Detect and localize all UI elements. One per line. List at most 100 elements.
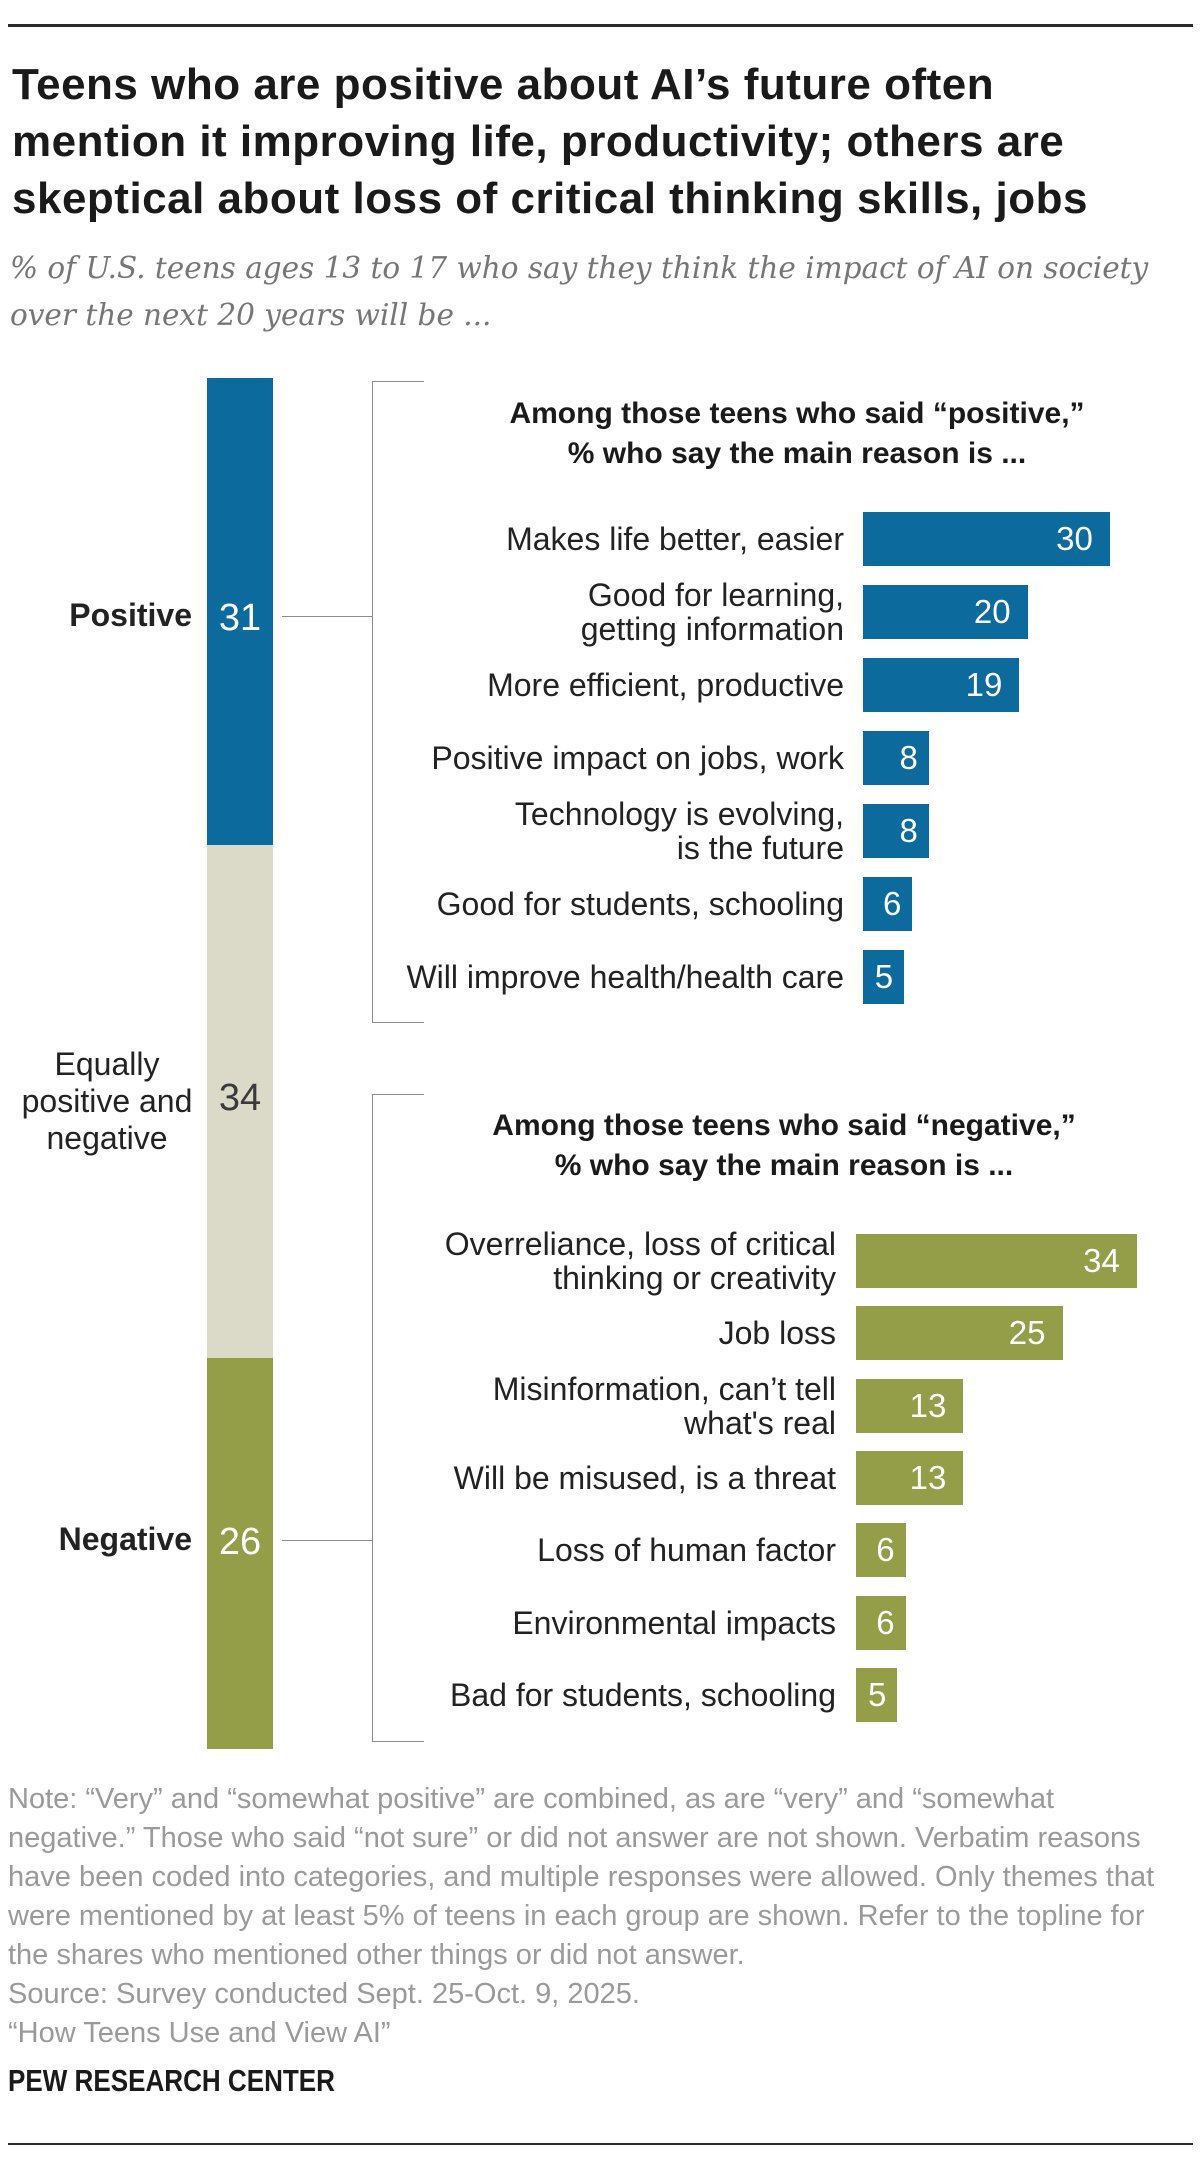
reason-bar-more-efficient-productive: 19 — [863, 658, 1020, 712]
bar-value-label: 5 — [867, 1675, 887, 1713]
chart-title-line-2: mention it improving life, productivity;… — [12, 117, 1065, 166]
reason-label-line: thinking or creativity — [553, 1260, 836, 1296]
bar-value-label: 5 — [874, 958, 894, 995]
reason-label-line: Good for students, schooling — [436, 886, 844, 922]
reason-bar-job-loss: 25 — [856, 1306, 1063, 1361]
reason-label: Job loss — [719, 1306, 836, 1360]
bar-value-label: 30 — [1056, 520, 1093, 557]
reason-label: Environmental impacts — [512, 1596, 836, 1650]
bracket-bottom-arm — [372, 1022, 424, 1023]
chart-subtitle-line-2: over the next 20 years will be ... — [10, 298, 492, 332]
reason-bar-technology-is-evolving-is-the-future: 8 — [863, 804, 929, 858]
note-line: have been coded into categories, and mul… — [8, 1861, 1155, 1893]
reason-bar-misinformation-can-t-tell-what-s-real: 13 — [856, 1378, 964, 1433]
reason-label-line: Loss of human factor — [537, 1532, 836, 1569]
reason-label-line: Overreliance, loss of critical — [444, 1226, 836, 1262]
top-rule — [8, 24, 1193, 27]
mini-chart-title-line: Among those teens who said “negative,” — [492, 1109, 1076, 1142]
reason-bar-makes-life-better-easier: 30 — [863, 512, 1110, 566]
reason-label-line: Misinformation, can’t tell — [492, 1370, 836, 1407]
reason-label-line: Technology is evolving, — [514, 796, 844, 832]
mini-chart-title-line: Among those teens who said “positive,” — [509, 397, 1085, 430]
reason-label-line: Will be misused, is a threat — [453, 1459, 836, 1496]
mini-chart-title: Among those teens who said “negative,” % … — [492, 1106, 1075, 1186]
reason-label: Will improve health/health care — [406, 950, 844, 1004]
stack-segment-positive — [207, 378, 273, 846]
reason-label-line: is the future — [676, 830, 844, 866]
reason-label: Overreliance, loss of critical thinking o… — [445, 1227, 836, 1295]
mini-chart-title-line: % who say the main reason is ... — [567, 437, 1027, 470]
reason-bar-will-be-misused-is-a-threat: 13 — [856, 1450, 964, 1505]
reason-label-line: what's real — [684, 1404, 836, 1441]
bracket-vertical-line — [372, 381, 373, 1022]
footnote: Note: “Very” and “somewhat positive” are… — [8, 1780, 1188, 2053]
stack-segment-label-line: positive and — [21, 1082, 193, 1119]
reason-label: Will be misused, is a threat — [454, 1451, 836, 1505]
stack-segment-label: Equally positive and negative — [0, 1046, 214, 1157]
chart-subtitle: % of U.S. teens ages 13 to 17 who say th… — [10, 245, 1180, 339]
segment-connector-line — [282, 1540, 372, 1541]
bar-value-label: 13 — [909, 1458, 947, 1496]
bracket-top-arm — [372, 381, 424, 382]
bottom-rule — [8, 2143, 1193, 2145]
bar-value-label: 6 — [883, 885, 902, 922]
reason-label-line: Positive impact on jobs, work — [431, 740, 844, 776]
reason-bar-bad-for-students-schooling: 5 — [856, 1667, 898, 1722]
note-line: were mentioned by at least 5% of teens i… — [8, 1900, 1145, 1932]
bar-value-label: 8 — [899, 812, 918, 849]
bracket-vertical-line — [372, 1094, 373, 1741]
reason-label-line: getting information — [580, 611, 844, 647]
reason-label: Loss of human factor — [537, 1523, 836, 1577]
reason-label: Bad for students, schooling — [450, 1668, 836, 1722]
stack-segment-value: 34 — [218, 1076, 262, 1119]
reason-label: Makes life better, easier — [506, 512, 844, 566]
stack-segment-label: Negative — [58, 1521, 192, 1557]
reason-label-line: Environmental impacts — [512, 1604, 836, 1641]
segment-connector-line — [282, 616, 372, 617]
reason-label: Positive impact on jobs, work — [431, 731, 844, 785]
reason-bar-overreliance-loss-of-critical-thinking-or-creativity: 34 — [856, 1234, 1137, 1288]
reason-label-line: Makes life better, easier — [506, 521, 844, 557]
bar-value-label: 34 — [1083, 1242, 1120, 1279]
reason-bar-positive-impact-on-jobs-work: 8 — [863, 731, 929, 785]
stack-segment-value: 26 — [218, 1520, 262, 1563]
stack-segment-label: Positive — [69, 597, 192, 633]
reason-label-line: More efficient, productive — [487, 667, 844, 703]
stack-segment-label-line: negative — [46, 1119, 168, 1156]
pew-research-center-wordmark: PEW RESEARCH CENTER — [8, 2063, 335, 2098]
stack-segment-equally-positive-and-negative — [207, 845, 273, 1358]
stack-segment-negative — [207, 1357, 273, 1750]
mini-chart-title-line: % who say the main reason is ... — [554, 1149, 1014, 1182]
reason-bar-loss-of-human-factor: 6 — [856, 1523, 906, 1578]
chart-subtitle-line-1: % of U.S. teens ages 13 to 17 who say th… — [10, 251, 1149, 285]
reason-label: More efficient, productive — [487, 658, 844, 712]
reason-bar-will-improve-health-health-care: 5 — [863, 950, 905, 1004]
bar-value-label: 25 — [1008, 1314, 1046, 1352]
reason-label-line: Job loss — [718, 1315, 836, 1352]
bracket-top-arm — [372, 1094, 424, 1095]
reason-label-line: Good for learning, — [587, 577, 844, 613]
reason-label-line: Bad for students, schooling — [449, 1676, 836, 1713]
bar-value-label: 13 — [909, 1386, 947, 1424]
source-line: Source: Survey conducted Sept. 25-Oct. 9… — [8, 1978, 640, 2010]
reason-bar-environmental-impacts: 6 — [856, 1595, 906, 1650]
reason-label: Good for students, schooling — [437, 877, 844, 931]
stack-segment-value: 31 — [218, 596, 262, 639]
chart-title-line-1: Teens who are positive about AI’s future… — [12, 60, 995, 109]
bracket-bottom-arm — [372, 1741, 424, 1742]
chart-title: Teens who are positive about AI’s future… — [12, 56, 1172, 227]
reason-label: Technology is evolving, is the future — [515, 797, 844, 865]
report-tagline: “How Teens Use and View AI” — [8, 2017, 391, 2049]
note-line: Note: “Very” and “somewhat positive” are… — [8, 1783, 1055, 1815]
bar-value-label: 6 — [876, 1603, 895, 1641]
note-line: the shares who mentioned other things or… — [8, 1939, 745, 1971]
reason-label-line: Will improve health/health care — [406, 959, 844, 995]
bar-value-label: 19 — [965, 666, 1003, 703]
bar-value-label: 6 — [876, 1531, 895, 1569]
reason-label: Good for learning, getting information — [581, 578, 844, 646]
bar-value-label: 20 — [973, 593, 1011, 630]
stack-segment-label-line: Equally — [54, 1045, 160, 1082]
bar-value-label: 8 — [899, 739, 918, 776]
reason-bar-good-for-students-schooling: 6 — [863, 877, 913, 931]
chart-title-line-3: skeptical about loss of critical thinkin… — [12, 174, 1088, 223]
